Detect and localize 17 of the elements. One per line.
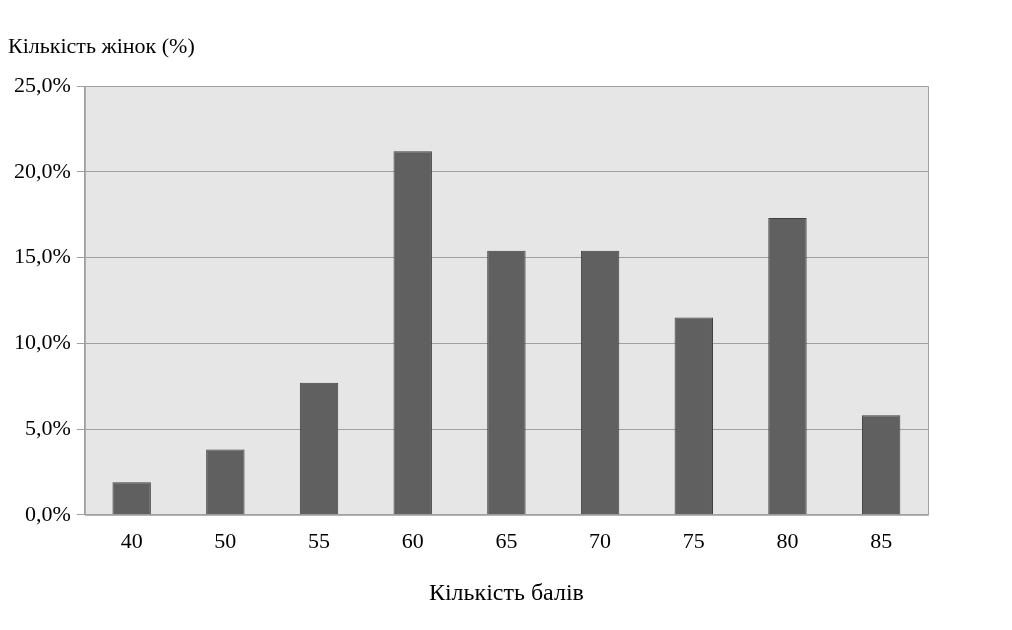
y-tick-label: 20,0%	[14, 157, 71, 183]
x-tick-label: 75	[682, 527, 705, 553]
x-axis-title: Кількість балів	[428, 578, 584, 605]
x-tick-label: 85	[870, 527, 893, 553]
y-tick-label: 5,0%	[25, 414, 71, 440]
x-tick-label: 65	[495, 527, 518, 553]
x-tick-label: 60	[401, 527, 424, 553]
x-tick-label: 80	[776, 527, 799, 553]
y-tick-label: 10,0%	[14, 329, 71, 355]
y-tick-label: 0,0%	[25, 500, 71, 526]
x-tick-label: 50	[214, 527, 237, 553]
y-tick-label: 15,0%	[14, 243, 71, 269]
x-tick-label: 55	[308, 527, 331, 553]
x-tick-label: 40	[120, 527, 143, 553]
x-tick-label: 70	[589, 527, 612, 553]
y-tick-label: 25,0%	[14, 71, 71, 97]
y-axis-title: Кількість жінок (%)	[8, 32, 195, 58]
